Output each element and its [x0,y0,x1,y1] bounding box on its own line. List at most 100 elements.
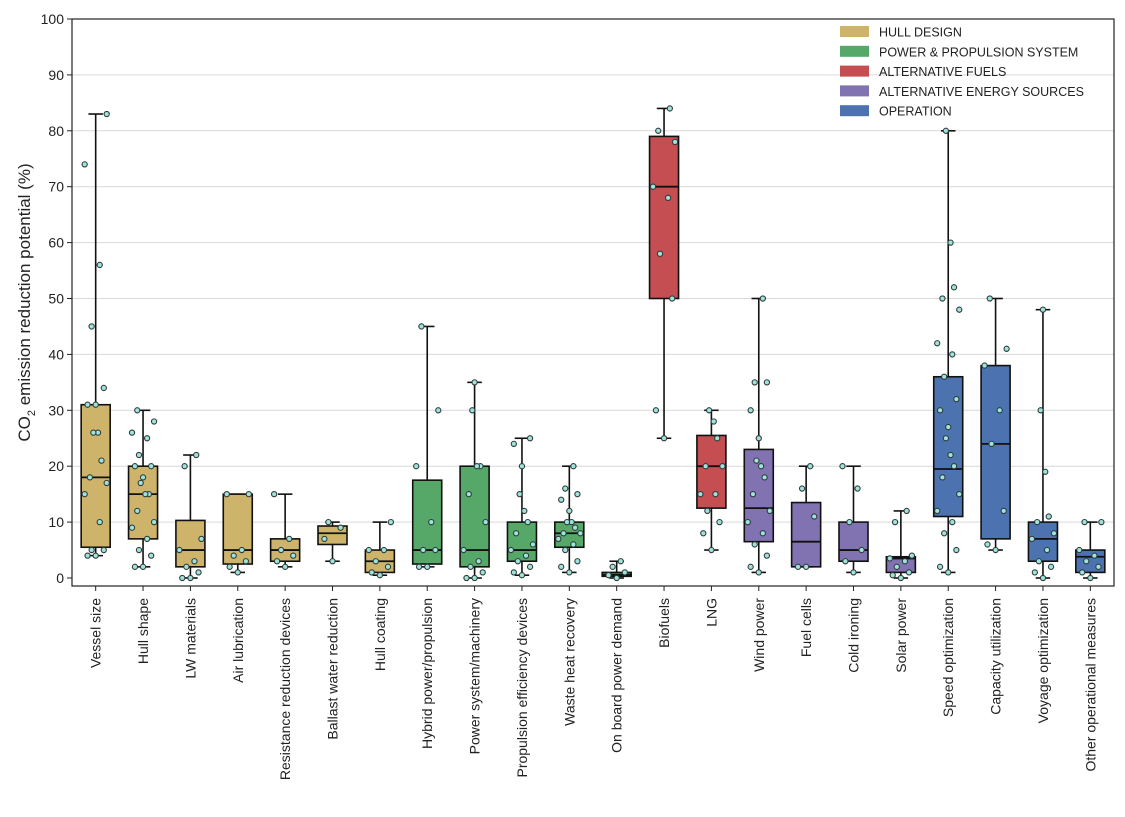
x-tick-label: Air lubrication [230,598,246,683]
data-point [321,535,328,543]
box-8 [411,325,443,568]
data-point [757,463,765,470]
data-point [428,518,435,526]
data-point [81,161,88,168]
data-point [286,535,293,543]
data-point [802,563,810,570]
x-axis-ticks: Vessel size Hull shape LW materials Air lub… [88,586,1098,780]
data-point [605,572,612,579]
data-point [893,563,900,570]
x-tick-label: Hull shape [135,598,151,664]
data-point [850,569,857,576]
data-point [759,530,766,537]
data-point [956,490,963,498]
data-point [226,563,233,570]
data-point [753,457,760,464]
box-iqr [885,555,917,574]
data-point [934,340,941,347]
y-axis-title-main: CO [15,416,34,442]
data-point [656,250,664,257]
y-tick-label: 40 [48,346,64,362]
data-point [747,563,754,570]
data-point [524,518,531,526]
data-point [669,295,676,302]
y-axis-title-rest: emission reduction potential (%) [15,163,34,410]
data-point [621,569,628,576]
data-point [936,407,944,414]
x-tick-label: Resistance reduction devices [277,598,293,780]
data-point [513,530,520,537]
x-tick-label: On board power demand [609,598,625,753]
data-point [1034,518,1041,526]
data-point [839,463,846,470]
box-3 [175,454,206,579]
x-tick-label: LNG [703,598,719,627]
data-point [150,418,158,425]
y-tick-label: 10 [48,514,64,530]
data-point [471,379,478,386]
x-tick-label: Biofuels [656,598,672,648]
y-tick-label: 100 [41,11,65,27]
data-point [181,463,188,470]
data-point [1035,558,1043,565]
data-point [1087,574,1094,582]
data-point [702,463,709,470]
data-point [613,574,620,582]
data-point [329,558,336,565]
data-point [176,546,183,554]
box-11 [554,465,585,574]
x-tick-label: Capacity utilization [988,598,1004,715]
data-point [655,127,662,134]
data-point [664,194,672,202]
data-point [96,518,103,526]
data-point [1095,563,1102,570]
data-point [953,395,960,403]
box-16 [790,465,822,568]
data-point [191,558,198,565]
plot-frame [71,18,1115,587]
data-point [479,569,486,576]
data-point [1000,507,1007,515]
data-point [761,474,768,481]
grid-lines [72,74,1114,523]
data-point [148,463,155,470]
data-point [270,490,278,498]
data-point [469,407,476,414]
data-point [98,457,105,464]
data-point [649,183,657,190]
data-point [574,490,581,498]
data-point [325,518,332,526]
data-point [794,563,802,570]
data-point [92,401,99,408]
data-point [934,507,941,515]
data-point [238,546,245,554]
data-point [273,558,281,565]
x-tick-label: Wind power [751,598,767,672]
box-iqr [696,434,727,509]
data-point [1003,345,1010,352]
data-point [234,569,241,576]
data-point [949,518,956,526]
data-point [242,558,250,565]
box-14 [696,409,727,551]
data-point [507,546,515,554]
legend-label: POWER & PROPULSION SYSTEM [879,45,1078,59]
data-point [139,563,147,570]
box-iqr [175,519,206,568]
box-iqr [790,501,822,568]
data-point [96,261,103,269]
data-point [420,546,427,554]
data-point [510,569,517,576]
data-point [1098,518,1105,526]
data-point [705,407,713,414]
data-point [84,401,91,408]
box-iqr [743,448,775,543]
data-point [609,563,616,570]
data-point [1076,546,1083,554]
data-point [956,306,963,313]
data-point [81,490,88,498]
data-point [475,558,482,565]
data-point [187,574,194,582]
data-point [1028,535,1036,543]
data-point [100,546,107,554]
